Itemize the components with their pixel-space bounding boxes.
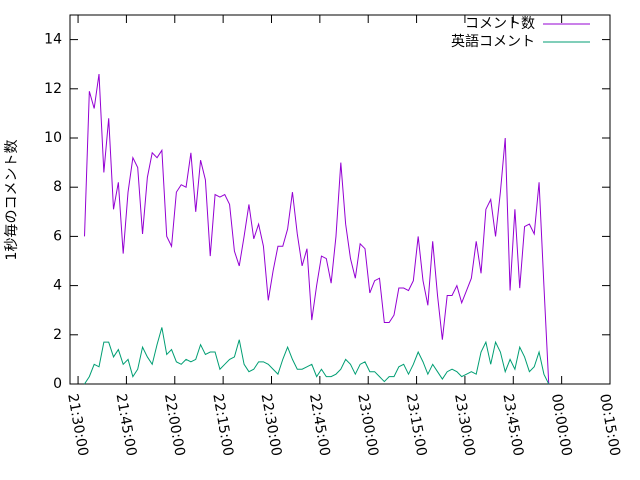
legend-label: コメント数: [465, 16, 535, 32]
y-tick-label: 0: [53, 376, 62, 392]
x-tick-label: 00:00:00: [548, 393, 575, 458]
series-line: [84, 327, 550, 385]
plot-frame: [69, 14, 611, 385]
x-tick-label: 23:30:00: [451, 393, 478, 458]
y-tick-label: 4: [53, 278, 62, 294]
y-tick-label: 14: [44, 32, 62, 48]
x-tick-label: 22:15:00: [209, 393, 236, 458]
y-tick-label: 6: [53, 228, 62, 244]
x-tick-label: 21:45:00: [113, 393, 140, 458]
x-tick-label: 00:15:00: [596, 393, 623, 458]
x-tick-label: 22:45:00: [306, 393, 333, 458]
x-tick-label: 21:30:00: [64, 393, 91, 458]
x-tick-label: 22:00:00: [161, 393, 188, 458]
x-tick-label: 22:30:00: [258, 393, 285, 458]
x-tick-label: 23:00:00: [354, 393, 381, 458]
y-tick-label: 2: [53, 327, 62, 343]
y-tick-label: 8: [53, 179, 62, 195]
x-tick-label: 23:45:00: [499, 393, 526, 458]
x-tick-label: 23:15:00: [403, 393, 430, 458]
y-tick-label: 12: [44, 81, 62, 97]
series-line: [84, 73, 550, 385]
y-axis-label: 1秒毎のコメント数: [4, 140, 20, 261]
y-tick-label: 10: [44, 130, 62, 146]
legend-label: 英語コメント: [451, 33, 535, 50]
